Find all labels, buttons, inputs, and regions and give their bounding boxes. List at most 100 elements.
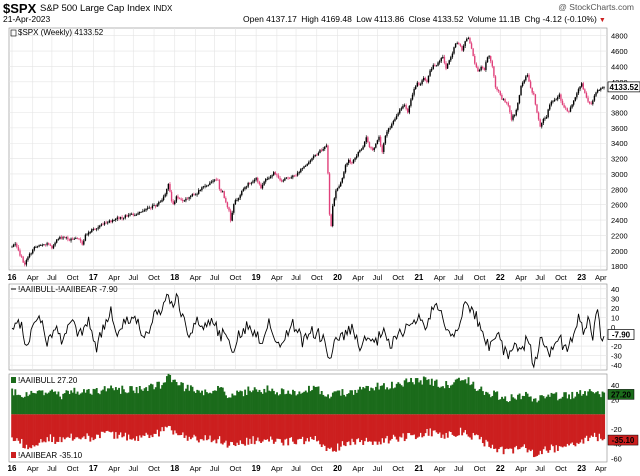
candle-body (370, 147, 372, 149)
bull-bar (525, 391, 527, 415)
candle-body (485, 62, 487, 70)
bear-bar (95, 414, 98, 435)
bear-bar (603, 414, 606, 440)
bear-bar (52, 414, 55, 437)
candle-body (193, 194, 195, 195)
candle-body (126, 215, 128, 217)
candle-body (81, 241, 83, 245)
bull-bar (429, 384, 432, 415)
low-value: Low 4113.86 (356, 14, 405, 24)
candle-body (422, 77, 425, 81)
bull-bar (285, 393, 288, 415)
bear-bar (486, 414, 489, 442)
symbol-label[interactable]: $SPX (3, 1, 37, 16)
bull-bar (376, 382, 379, 415)
candle-body (472, 48, 474, 56)
candle-body (596, 90, 599, 93)
bear-bar (596, 414, 599, 442)
candle-body (191, 194, 194, 197)
bull-bar (375, 386, 377, 415)
bear-bar (429, 414, 432, 429)
bull-bar (315, 386, 318, 415)
stockcharts-credit[interactable]: @ StockCharts.com (558, 2, 634, 12)
bear-legend-bg (14, 451, 96, 460)
bull-bar (108, 388, 111, 415)
bear-bar (515, 414, 518, 446)
bull-bar (132, 390, 135, 415)
bear-bar (221, 414, 224, 445)
candle-body (215, 179, 217, 181)
bear-bar (445, 414, 448, 433)
bear-bar (89, 414, 92, 442)
bull-bar (568, 394, 570, 415)
bear-bar (11, 414, 14, 438)
candle-body (526, 75, 529, 77)
price-axis-tick-label: 3200 (611, 155, 628, 164)
date-axis-tick-label: 18 (170, 273, 179, 282)
candle-body (201, 187, 203, 191)
candle-body (202, 186, 205, 188)
bear-bar (137, 414, 140, 442)
bear-bar (233, 414, 235, 446)
bear-bar (507, 414, 510, 450)
bear-bar (62, 414, 65, 438)
candle-body (183, 200, 186, 202)
bull-bar (308, 385, 310, 415)
candle-body (92, 229, 95, 230)
bear-bar (572, 414, 575, 446)
bear-bar (252, 414, 255, 437)
bull-bar (183, 391, 186, 415)
bear-bar (30, 414, 33, 449)
candle-body (207, 185, 209, 186)
bear-bar (33, 414, 36, 447)
bull-bar (274, 394, 277, 415)
candle-body (145, 208, 147, 211)
candle-body (177, 196, 179, 199)
bear-bar (228, 414, 231, 446)
date-axis-tick-label: 23 (577, 273, 586, 282)
price-axis-tick-label: 3600 (611, 124, 628, 133)
candle-body (76, 237, 79, 239)
bear-bar (499, 414, 502, 448)
candle-body (27, 257, 29, 261)
bull-bar (580, 395, 583, 415)
candle-body (488, 56, 490, 58)
candle-body (78, 238, 80, 240)
bear-bar (25, 414, 28, 445)
bull-bar (148, 385, 151, 415)
candle-body (592, 100, 594, 105)
candle-body (33, 247, 36, 250)
candle-body (194, 194, 197, 196)
candle-body (190, 196, 192, 198)
open-value: Open 4137.17 (243, 14, 297, 24)
candle-body (560, 94, 562, 101)
bull-bar (253, 387, 256, 415)
candle-body (54, 242, 56, 246)
bull-bar (595, 392, 598, 415)
candle-body (443, 56, 446, 63)
candle-body (534, 94, 537, 105)
candle-body (550, 101, 553, 105)
bear-bar (481, 414, 484, 444)
candle-body (343, 172, 345, 179)
bear-bar (552, 414, 555, 447)
bull-bar (306, 392, 309, 415)
candle-body (572, 100, 575, 105)
candle-body (419, 84, 422, 85)
date-axis-tick-label: Apr (595, 273, 607, 282)
bull-bar (193, 391, 196, 415)
bull-bar (548, 396, 551, 415)
bear-bar (349, 414, 352, 446)
bear-bar (264, 414, 267, 440)
sentiment-date-axis-tick-label: 17 (89, 464, 98, 473)
bull-bar (127, 392, 130, 415)
candle-body (456, 42, 458, 44)
spread-axis-tick-label: 0 (611, 323, 615, 332)
candle-body (57, 238, 59, 240)
bear-bar (284, 414, 286, 440)
candle-body (156, 204, 158, 207)
candle-body (296, 172, 299, 176)
bear-bar (556, 414, 559, 451)
bear-bar (397, 414, 400, 442)
bear-bar (263, 414, 266, 440)
